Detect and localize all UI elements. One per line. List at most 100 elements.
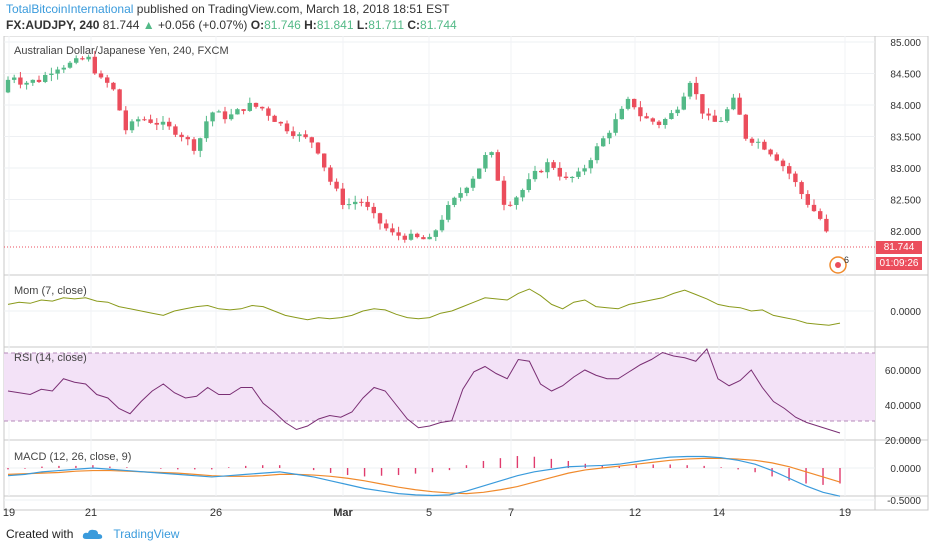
footer: Created with TradingView [6, 527, 179, 541]
candle-body [427, 236, 432, 240]
candle-body [613, 119, 618, 133]
momentum-series [7, 288, 841, 326]
candle-body [725, 109, 730, 121]
candle-body [576, 171, 581, 177]
candle-body [811, 204, 817, 212]
change-value: +0.056 (+0.07%) [158, 18, 248, 32]
candle-body [210, 112, 215, 122]
candle-body [191, 139, 197, 151]
candle-body [501, 180, 507, 205]
price-tag: 81.744 [876, 241, 922, 254]
candle-body [353, 201, 358, 205]
candle-body [762, 141, 767, 150]
candle-body [470, 178, 476, 188]
candle-body [644, 116, 649, 119]
price-tick-label: 82.500 [890, 196, 921, 207]
candle-body [749, 138, 755, 143]
candle-body [396, 232, 401, 236]
candle-body [371, 206, 376, 214]
candle-body [557, 167, 562, 177]
candle-body [179, 134, 184, 138]
price-tick-label: 84.500 [890, 70, 921, 81]
candle-body [638, 107, 643, 117]
candle-body [111, 82, 116, 90]
candle-body [222, 111, 228, 120]
candle-body [601, 138, 606, 147]
time-tick-label: 7 [508, 507, 514, 519]
price-tick-label: 85.000 [890, 38, 921, 49]
time-tick-label: 21 [85, 507, 97, 519]
candle-body [241, 109, 246, 111]
candle-body [421, 237, 426, 240]
candle-body [390, 228, 395, 233]
candle-body [297, 134, 302, 136]
time-tick-label: 19 [3, 507, 15, 519]
macd-tick-label: -0.5000 [887, 496, 921, 507]
candle-body [142, 119, 147, 121]
candle-body [694, 82, 699, 95]
chart-canvas[interactable]: 85.000 84.500 84.000 83.500 83.000 82.500 82.0… [0, 36, 932, 524]
candle-body [656, 121, 662, 125]
candle-body [247, 102, 252, 111]
candle-body [328, 167, 333, 182]
candle-body [49, 73, 54, 75]
rsi-pane-title: RSI (14, close) [14, 352, 87, 364]
candle-body [799, 182, 804, 195]
candle-body [315, 142, 321, 154]
rsi-tick-label: 20.0000 [885, 436, 922, 447]
candle-body [539, 170, 544, 173]
macd-pane-title: MACD (12, 26, close, 9) [14, 451, 132, 463]
candle-body [700, 94, 705, 114]
axis-ticks: 85.000 84.500 84.000 83.500 83.000 82.500 82.0… [3, 38, 922, 519]
publisher-link[interactable]: TotalBitcoinInternational [6, 2, 134, 16]
candle-body [346, 204, 352, 206]
close-label: C: [407, 18, 421, 32]
candle-body [687, 82, 693, 97]
candle-body [278, 121, 283, 124]
candle-body [743, 114, 748, 139]
rsi-line [7, 348, 841, 434]
candle-body [30, 79, 35, 83]
candle-body [756, 141, 761, 143]
candle-body [439, 219, 445, 231]
tradingview-brand[interactable]: TradingView [113, 527, 180, 541]
candle-body [253, 102, 259, 107]
candle-body [818, 211, 823, 219]
candle-body [309, 137, 314, 143]
candle-body [545, 162, 550, 173]
candle-body [12, 77, 17, 80]
candle-body [105, 77, 110, 83]
candle-body [322, 153, 327, 168]
candle-body [731, 97, 736, 110]
candle-body [185, 137, 190, 140]
candle-body [229, 114, 234, 120]
candle-body [129, 121, 135, 131]
candle-body [483, 155, 488, 169]
rsi-tick-label: 40.0000 [885, 401, 922, 412]
candle-body [415, 233, 420, 238]
candle-body [303, 134, 308, 138]
candle-body [5, 79, 11, 93]
candle-body [284, 123, 290, 132]
candle-body [768, 149, 773, 155]
candle-body [452, 197, 457, 205]
candle-body [92, 56, 97, 74]
candle-body [340, 188, 345, 205]
candle-body [61, 67, 66, 70]
price-tick-label: 82.000 [890, 227, 921, 238]
candle-body [737, 97, 742, 115]
candle-body [712, 115, 717, 122]
ohlc-line: FX:AUDJPY, 240 81.744 ▲ +0.056 (+0.07%) … [6, 18, 457, 32]
candle-body [526, 179, 531, 190]
up-arrow-icon: ▲ [142, 18, 155, 32]
candle-body [204, 121, 209, 139]
candle-body [136, 119, 141, 122]
candle-body [24, 82, 29, 85]
candle-body [588, 160, 593, 169]
candle-body [718, 120, 724, 122]
candle-body [625, 98, 631, 109]
candle-body [563, 176, 569, 178]
candle-body [464, 187, 469, 194]
price-pane-title: Australian Dollar/Japanese Yen, 240, FXC… [14, 45, 229, 57]
symbol-label: FX:AUDJPY, 240 [6, 18, 100, 32]
